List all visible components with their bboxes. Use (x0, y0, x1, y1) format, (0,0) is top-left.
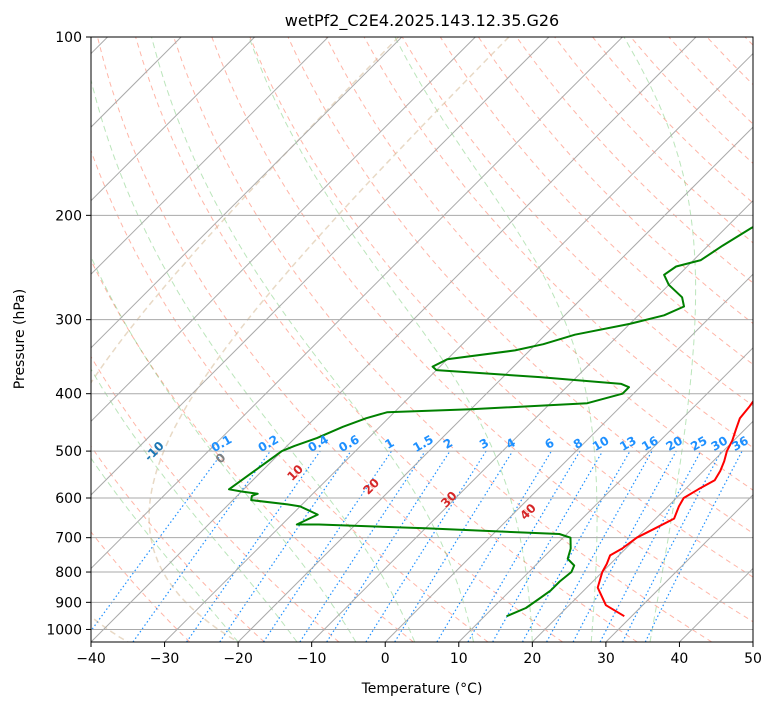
moist-adiabat (91, 255, 357, 642)
y-tick-label: 200 (55, 208, 82, 224)
x-tick-label: 50 (744, 651, 762, 667)
y-axis-label: Pressure (hPa) (12, 289, 28, 389)
temperature-line (596, 399, 753, 618)
dewpoint-line (228, 225, 753, 618)
y-tick-label: 700 (55, 531, 82, 547)
mixing-ratio-line (132, 450, 271, 642)
mixing-ratio-line (326, 450, 451, 642)
dry-adiabat (135, 37, 638, 642)
mixing-ratio-line (394, 450, 514, 642)
x-tick-label: −10 (297, 651, 327, 667)
dry-adiabat (91, 355, 340, 642)
reference-curve (91, 37, 400, 642)
isotherm-line (164, 52, 753, 642)
y-tick-label: 600 (55, 491, 82, 507)
x-tick-label: −30 (150, 651, 180, 667)
x-tick-label: 30 (597, 651, 615, 667)
mixing-ratio-line (572, 450, 677, 642)
isotherm-line (458, 347, 753, 642)
y-tick-label: 800 (55, 565, 82, 581)
moist-adiabat (91, 368, 298, 642)
mixing-ratio-line (546, 450, 653, 642)
chart-title: wetPf2_C2E4.2025.143.12.35.G26 (285, 11, 559, 31)
moist-adiabat (248, 37, 533, 642)
y-tick-label: 400 (55, 387, 82, 403)
mixing-ratio-line (644, 450, 743, 642)
dry-adiabat (91, 149, 489, 642)
dry-adiabat (249, 37, 753, 578)
y-tick-label: 900 (55, 595, 82, 611)
x-axis-label: Temperature (°C) (361, 681, 483, 697)
isotherm-line (91, 37, 623, 570)
dry-adiabat (91, 445, 265, 642)
moist-adiabat (394, 37, 598, 642)
dry-adiabat (516, 37, 753, 284)
isotherm-line (311, 199, 753, 642)
reference-curve (148, 37, 510, 642)
axis-ticks: −40 −30 −20 −10 0 10 20 30 40 50 100 200 300 400 500 60… (46, 30, 762, 667)
background-lines (91, 37, 753, 642)
dry-adiabat (173, 37, 713, 642)
mixing-ratio-line (299, 450, 426, 642)
isotherm-line (237, 126, 753, 642)
mixing-ratio-line (521, 450, 631, 642)
moist-adiabat (623, 37, 697, 642)
isotherm-line (384, 273, 753, 642)
mixing-ratio-line (219, 450, 352, 642)
dry-adiabat (211, 37, 753, 623)
y-tick-label: 300 (55, 313, 82, 329)
x-tick-label: 40 (671, 651, 689, 667)
isotherm-line (605, 494, 753, 642)
dry-adiabat (401, 37, 753, 407)
y-tick-label: 100 (55, 30, 82, 46)
plot-frame (90, 36, 754, 643)
mixing-ratio-line (186, 450, 321, 642)
x-tick-label: −20 (223, 651, 253, 667)
x-tick-label: −40 (76, 651, 106, 667)
dry-adiabat (97, 37, 563, 642)
isotherm-line (91, 37, 256, 202)
moist-adiabat (151, 37, 474, 642)
isotherm-line (91, 37, 403, 349)
isotherm-line (91, 37, 550, 496)
x-tick-label: 20 (523, 651, 541, 667)
mixing-ratio-line (91, 450, 224, 632)
isotherm-line (91, 37, 476, 423)
dry-adiabat (439, 37, 753, 365)
moist-adiabat (91, 457, 239, 642)
x-tick-label: 10 (450, 651, 468, 667)
isotherm-line (91, 37, 697, 642)
dry-adiabat (91, 531, 191, 642)
y-tick-label: 500 (55, 444, 82, 460)
y-tick-label: 1000 (46, 622, 82, 638)
mixing-ratio-line (262, 450, 392, 642)
isotherm-line (91, 37, 329, 275)
grid-lines (91, 37, 753, 642)
x-tick-label: 0 (381, 651, 390, 667)
dry-adiabat (287, 37, 753, 534)
profile-lines (228, 225, 753, 618)
